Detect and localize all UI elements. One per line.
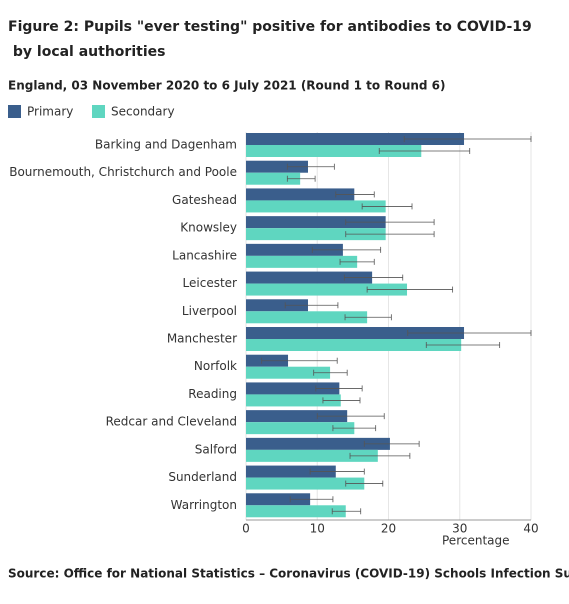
- bar: [246, 449, 378, 462]
- x-tick-label: 0: [242, 522, 250, 536]
- bar: [246, 505, 346, 518]
- bar: [246, 422, 355, 435]
- y-tick-label: Lancashire: [172, 248, 237, 262]
- bar: [246, 133, 465, 145]
- source: Source: Office for National Statistics –…: [8, 567, 569, 581]
- y-tick-label: Warrington: [171, 498, 237, 512]
- x-tick-label: 10: [310, 522, 325, 536]
- legend-label: Secondary: [111, 105, 175, 119]
- x-axis-label: Percentage: [442, 534, 510, 548]
- y-tick-label: Gateshead: [172, 193, 237, 207]
- chart-title: Figure 2: Pupils "ever testing" positive…: [8, 19, 532, 60]
- y-tick-label: Manchester: [167, 332, 237, 346]
- legend-swatch: [92, 105, 105, 118]
- y-tick-label: Leicester: [183, 276, 238, 290]
- bar: [246, 493, 311, 506]
- bar: [246, 327, 465, 339]
- y-tick-label: Reading: [188, 387, 237, 401]
- legend-swatch: [8, 105, 21, 118]
- x-tick-label: 20: [381, 522, 396, 536]
- bar: [246, 339, 462, 351]
- y-tick-label: Liverpool: [182, 304, 237, 318]
- y-tick-label: Barking and Dagenham: [95, 138, 237, 152]
- bar: [246, 160, 308, 173]
- bar: [246, 271, 373, 284]
- bar: [246, 410, 348, 423]
- x-tick-label: 40: [523, 522, 538, 536]
- bar: [246, 366, 331, 379]
- bar: [246, 145, 422, 157]
- bar: [246, 299, 308, 312]
- legend-label: Primary: [27, 105, 73, 119]
- bar: [246, 228, 386, 241]
- chart-subtitle: England, 03 November 2020 to 6 July 2021…: [8, 79, 446, 93]
- y-tick-label: Bournemouth, Christchurch and Poole: [9, 165, 237, 179]
- bar: [246, 216, 386, 229]
- bar: [246, 465, 336, 478]
- bar: [246, 172, 301, 185]
- bar: [246, 200, 386, 213]
- y-tick-label: Knowsley: [180, 221, 237, 235]
- y-tick-label: Sunderland: [168, 470, 237, 484]
- y-tick-label: Norfolk: [194, 359, 237, 373]
- bar: [246, 437, 390, 450]
- bar: [246, 243, 343, 256]
- bar: [246, 188, 355, 201]
- y-tick-label: Salford: [195, 442, 237, 456]
- x-tick-label: 30: [452, 522, 467, 536]
- bar: [246, 255, 358, 268]
- bar: [246, 311, 368, 324]
- bar: [246, 394, 341, 407]
- y-tick-label: Redcar and Cleveland: [106, 415, 237, 429]
- bar: [246, 477, 365, 490]
